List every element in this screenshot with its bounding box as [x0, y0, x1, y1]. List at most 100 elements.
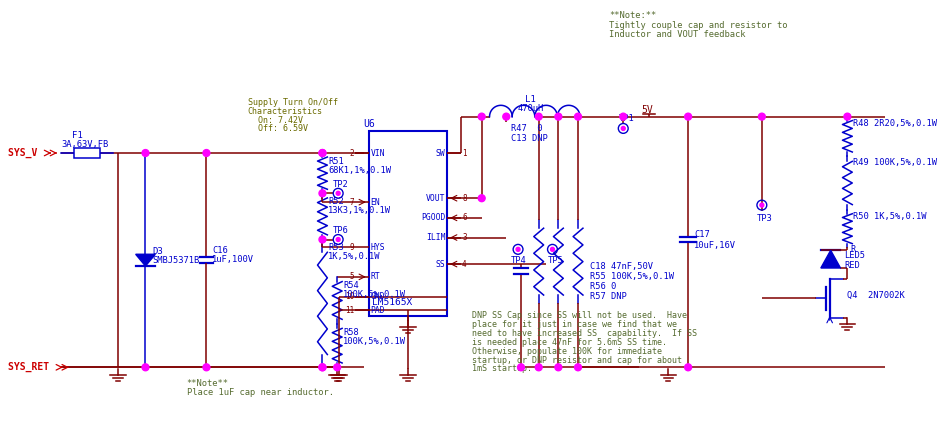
Text: SMBJ5371B: SMBJ5371B — [152, 256, 199, 265]
Text: 10uF,16V: 10uF,16V — [693, 241, 735, 251]
Text: R: R — [849, 245, 855, 254]
Text: 5: 5 — [348, 272, 353, 281]
Circle shape — [684, 364, 691, 371]
Text: R49 100K,5%,0.1W: R49 100K,5%,0.1W — [852, 158, 936, 167]
Text: R52: R52 — [328, 197, 344, 206]
Circle shape — [843, 113, 850, 120]
Text: 1mS startup.: 1mS startup. — [471, 364, 531, 373]
Text: RED: RED — [843, 261, 860, 270]
Text: Inductor and VOUT feedback: Inductor and VOUT feedback — [609, 30, 745, 39]
Text: DNP SS Cap since SS will not be used.  Have: DNP SS Cap since SS will not be used. Ha… — [471, 311, 686, 320]
Text: SS: SS — [435, 260, 445, 268]
Text: Q4  2N7002K: Q4 2N7002K — [846, 291, 904, 300]
Text: C18 47nF,50V: C18 47nF,50V — [589, 262, 652, 271]
Text: 13K3,1%,0.1W: 13K3,1%,0.1W — [328, 206, 391, 215]
Circle shape — [535, 364, 542, 371]
Circle shape — [319, 149, 326, 157]
Circle shape — [759, 203, 763, 207]
Text: SYS_V: SYS_V — [8, 148, 43, 158]
Text: EN: EN — [370, 197, 380, 207]
Text: Off: 6.59V: Off: 6.59V — [248, 124, 307, 133]
Text: SYS_RET: SYS_RET — [8, 362, 55, 372]
Text: GND: GND — [370, 292, 385, 301]
Text: TP4: TP4 — [510, 256, 526, 265]
Bar — [368, 131, 446, 316]
Text: startup, or DNP resistor and cap for about: startup, or DNP resistor and cap for abo… — [471, 355, 681, 365]
Text: R54: R54 — [343, 281, 359, 290]
Text: TP6: TP6 — [332, 226, 347, 235]
Text: PAD: PAD — [370, 306, 385, 315]
Text: R50 1K,5%,0.1W: R50 1K,5%,0.1W — [852, 212, 925, 221]
Text: R48 2R20,5%,0.1W: R48 2R20,5%,0.1W — [852, 119, 936, 127]
Text: RT: RT — [370, 272, 380, 281]
Text: C16: C16 — [212, 246, 228, 255]
Text: U6: U6 — [364, 119, 375, 129]
Text: R58: R58 — [343, 328, 359, 337]
Circle shape — [319, 364, 326, 371]
Text: 6: 6 — [462, 214, 466, 222]
Text: PGOOD: PGOOD — [421, 214, 445, 222]
Circle shape — [203, 364, 209, 371]
Text: HYS: HYS — [370, 243, 385, 252]
Text: 8: 8 — [462, 194, 466, 203]
Text: 10: 10 — [345, 292, 353, 301]
Text: **Note:**: **Note:** — [609, 11, 656, 20]
Text: R56 0: R56 0 — [589, 282, 615, 291]
Text: 3: 3 — [462, 233, 466, 242]
Circle shape — [478, 195, 485, 202]
Circle shape — [550, 247, 554, 252]
Circle shape — [503, 113, 509, 120]
Text: L1: L1 — [525, 95, 535, 104]
Circle shape — [333, 364, 340, 371]
Text: R57 DNP: R57 DNP — [589, 292, 625, 300]
Text: F1: F1 — [71, 131, 83, 141]
Text: Tightly couple cap and resistor to: Tightly couple cap and resistor to — [609, 21, 787, 30]
Circle shape — [684, 113, 691, 120]
Text: VOUT: VOUT — [426, 194, 445, 203]
Circle shape — [619, 113, 626, 120]
Text: 11: 11 — [345, 306, 353, 315]
Circle shape — [478, 113, 485, 120]
Circle shape — [758, 113, 764, 120]
Text: Characteristics: Characteristics — [248, 107, 323, 116]
Text: is needed place 47nF for 5.6mS SS time.: is needed place 47nF for 5.6mS SS time. — [471, 338, 666, 347]
Text: 1K,5%,0.1W: 1K,5%,0.1W — [328, 252, 381, 261]
Text: 2: 2 — [348, 149, 353, 157]
Text: TP1: TP1 — [618, 114, 633, 123]
Text: 3A,63V,FB: 3A,63V,FB — [61, 140, 109, 149]
Bar — [74, 148, 100, 158]
Circle shape — [621, 127, 625, 130]
Text: 470uH: 470uH — [517, 104, 543, 113]
Circle shape — [203, 149, 209, 157]
Text: place for it just in case we find that we: place for it just in case we find that w… — [471, 320, 676, 329]
Text: Place 1uF cap near inductor.: Place 1uF cap near inductor. — [187, 388, 333, 397]
Circle shape — [554, 113, 562, 120]
Text: LM5165X: LM5165X — [371, 298, 411, 308]
Text: 1uF,100V: 1uF,100V — [212, 255, 254, 264]
Circle shape — [319, 236, 326, 243]
Text: On: 7.42V: On: 7.42V — [248, 116, 303, 124]
Text: 5V: 5V — [641, 105, 652, 115]
Circle shape — [319, 149, 326, 157]
Text: 68K1,1%,0.1W: 68K1,1%,0.1W — [328, 166, 391, 175]
Polygon shape — [820, 250, 840, 268]
Text: 9: 9 — [348, 243, 353, 252]
Circle shape — [574, 364, 581, 371]
Text: R53: R53 — [328, 243, 344, 252]
Text: Otherwise, populate 100K for immediate: Otherwise, populate 100K for immediate — [471, 346, 661, 356]
Circle shape — [535, 113, 542, 120]
Text: 100K,5%,0.1W: 100K,5%,0.1W — [343, 289, 406, 299]
Text: LED5: LED5 — [843, 252, 864, 260]
Circle shape — [319, 364, 326, 371]
Text: 100K,5%,0.1W: 100K,5%,0.1W — [343, 337, 406, 346]
Text: ILIM: ILIM — [426, 233, 445, 242]
Text: **Note**: **Note** — [187, 379, 228, 388]
Circle shape — [516, 247, 520, 252]
Text: SW: SW — [435, 149, 445, 157]
Text: 7: 7 — [348, 197, 353, 207]
Text: D3: D3 — [152, 247, 163, 257]
Text: TP5: TP5 — [547, 256, 563, 265]
Text: C17: C17 — [693, 230, 709, 239]
Circle shape — [336, 191, 340, 195]
Circle shape — [336, 238, 340, 241]
